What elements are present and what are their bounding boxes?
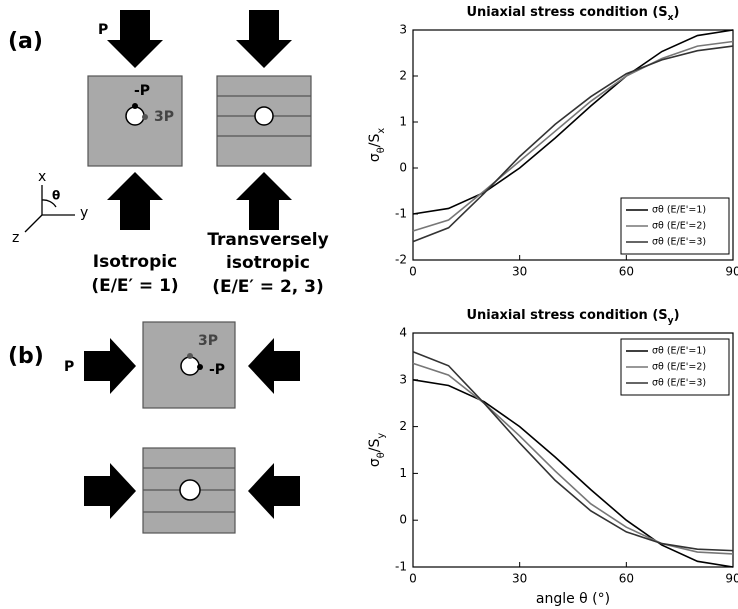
panel-label: (b) bbox=[8, 344, 44, 369]
y-axis-label: σθ/Sy bbox=[367, 433, 387, 467]
y-tick-label: 0 bbox=[399, 161, 407, 175]
chart-title-part: x bbox=[668, 13, 674, 23]
load-label: P bbox=[98, 22, 108, 38]
y-axis-label-part: y bbox=[376, 433, 387, 439]
hole bbox=[179, 479, 201, 501]
arrow bbox=[248, 463, 300, 519]
chart-title: Uniaxial stress condition (Sy) bbox=[466, 308, 679, 326]
series-line bbox=[412, 45, 734, 243]
point bbox=[197, 364, 203, 370]
x-tick-label: 90 bbox=[725, 265, 738, 279]
chart-title-part: Uniaxial stress condition (S bbox=[467, 5, 668, 20]
panel-label: (a) bbox=[8, 29, 43, 54]
y-axis-label-part: x bbox=[376, 128, 387, 134]
diagram: (a) P -P 3P x θ y z Isotropic (E/E′ = 1)… bbox=[8, 10, 329, 534]
hole bbox=[125, 106, 145, 126]
x-tick-label: 0 bbox=[409, 265, 417, 279]
caption: isotropic bbox=[226, 253, 310, 273]
y-tick-label: 3 bbox=[399, 23, 407, 37]
legend-label: σθ (E/E'=1) bbox=[652, 205, 706, 216]
y-tick-label: 3 bbox=[399, 372, 407, 386]
chart-title-part: ) bbox=[674, 308, 680, 323]
arrow bbox=[107, 10, 163, 68]
y-tick-label: -1 bbox=[395, 560, 407, 574]
point bbox=[187, 353, 193, 359]
x-tick-label: 30 bbox=[512, 265, 527, 279]
x-tick-label: 60 bbox=[619, 265, 634, 279]
series-line bbox=[412, 29, 734, 215]
series-line bbox=[412, 350, 734, 552]
caption: (E/E′ = 2, 3) bbox=[212, 277, 324, 297]
caption: Transversely bbox=[207, 230, 328, 250]
y-tick-label: 4 bbox=[399, 326, 407, 340]
y-tick-label: 0 bbox=[399, 513, 407, 527]
hole bbox=[254, 106, 274, 126]
y-tick-label: -2 bbox=[395, 253, 407, 267]
y-axis-label-part: /S bbox=[367, 134, 383, 148]
y-tick-label: 2 bbox=[399, 69, 407, 83]
plot-frame bbox=[412, 332, 734, 568]
y-axis-label-part: θ bbox=[376, 147, 387, 153]
x-axis-label: angle θ (°) bbox=[536, 591, 610, 607]
caption: (E/E′ = 1) bbox=[91, 276, 178, 296]
axis-label: x bbox=[38, 169, 46, 185]
series-line bbox=[412, 362, 734, 555]
stress-label: 3P bbox=[154, 109, 174, 125]
stress-label: -P bbox=[209, 362, 225, 378]
x-tick-label: 90 bbox=[725, 572, 738, 586]
y-tick-label: 1 bbox=[399, 466, 407, 480]
arrow bbox=[248, 338, 300, 394]
stress-label: -P bbox=[134, 83, 150, 99]
point bbox=[142, 114, 148, 120]
arrow bbox=[236, 10, 292, 68]
axes-icon bbox=[24, 185, 75, 233]
load-label: P bbox=[64, 359, 74, 375]
x-tick-label: 60 bbox=[619, 572, 634, 586]
series-line bbox=[412, 379, 734, 568]
y-tick-label: 2 bbox=[399, 419, 407, 433]
y-axis-label-part: /S bbox=[367, 439, 383, 453]
legend-label: σθ (E/E'=1) bbox=[652, 346, 706, 357]
hole bbox=[180, 356, 200, 376]
series-line bbox=[412, 40, 734, 232]
y-tick-label: 1 bbox=[399, 115, 407, 129]
plot-frame bbox=[412, 29, 734, 261]
y-tick-label: -1 bbox=[395, 207, 407, 221]
legend-label: σθ (E/E'=2) bbox=[652, 221, 706, 232]
y-axis-label-part: σ bbox=[367, 458, 383, 467]
y-axis-label: σθ/Sx bbox=[367, 128, 387, 162]
chart-title: Uniaxial stress condition (Sx) bbox=[467, 5, 680, 23]
y-axis-label-part: θ bbox=[376, 452, 387, 458]
y-axis-label-part: σ bbox=[367, 153, 383, 162]
legend-label: σθ (E/E'=2) bbox=[652, 362, 706, 373]
arrow bbox=[107, 172, 163, 230]
chart-title-part: y bbox=[668, 316, 674, 326]
arrow bbox=[84, 338, 136, 394]
axis-label: z bbox=[12, 230, 19, 246]
point bbox=[132, 103, 138, 109]
legend-label: σθ (E/E'=3) bbox=[652, 237, 706, 248]
axis-label: θ bbox=[52, 189, 60, 203]
legend-label: σθ (E/E'=3) bbox=[652, 378, 706, 389]
x-tick-label: 30 bbox=[512, 572, 527, 586]
chart-title-part: Uniaxial stress condition (S bbox=[466, 308, 667, 323]
caption: Isotropic bbox=[93, 252, 177, 272]
x-tick-label: 0 bbox=[409, 572, 417, 586]
chart-title-part: ) bbox=[674, 5, 680, 20]
stress-label: 3P bbox=[198, 333, 218, 349]
arrow bbox=[84, 463, 136, 519]
axis-label: y bbox=[80, 205, 88, 221]
arrow bbox=[236, 172, 292, 230]
